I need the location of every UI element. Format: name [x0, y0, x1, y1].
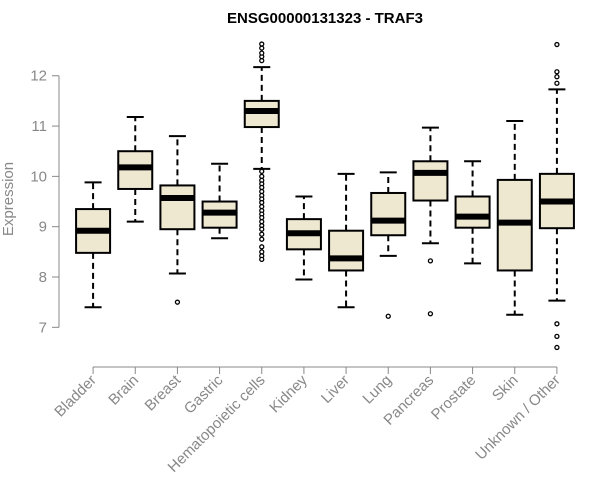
chart-title: ENSG00000131323 - TRAF3 — [227, 10, 423, 27]
outlier-8-0 — [427, 258, 434, 264]
y-tick-label-4: 11 — [31, 118, 47, 135]
outlier-11-3 — [554, 80, 560, 86]
box-9 — [454, 160, 491, 265]
box-6 — [328, 172, 365, 309]
outlier-11-1 — [554, 69, 560, 75]
outlier-11-4 — [554, 321, 560, 327]
outlier-11-2 — [554, 74, 560, 80]
category-label-9: Prostate — [428, 372, 480, 424]
y-axis-label: Expression — [0, 162, 17, 236]
box-4 — [243, 41, 280, 263]
box-rect-8 — [412, 160, 449, 202]
box-rect-6 — [328, 229, 365, 272]
box-7 — [370, 171, 407, 319]
box-rect-4 — [243, 99, 280, 129]
outlier-4-20 — [259, 226, 265, 232]
box-rect-9 — [454, 195, 491, 229]
category-label-5: Kidney — [266, 371, 311, 416]
category-label-2: Breast — [142, 371, 185, 414]
box-rect-7 — [370, 191, 407, 237]
outlier-4-4 — [259, 41, 265, 47]
box-5 — [285, 195, 322, 281]
plot-area — [75, 41, 575, 351]
y-tick-label-3: 10 — [30, 168, 47, 185]
outlier-11-6 — [554, 344, 560, 351]
y-tick-label-0: 7 — [39, 319, 47, 336]
outlier-7-0 — [385, 313, 391, 319]
category-label-7: Lung — [359, 372, 395, 408]
outlier-4-23 — [259, 244, 265, 250]
category-label-6: Liver — [318, 372, 353, 407]
box-10 — [496, 120, 533, 316]
outlier-8-1 — [427, 311, 434, 317]
box-11 — [538, 41, 575, 351]
box-0 — [75, 181, 112, 309]
category-label-10: Skin — [489, 372, 522, 405]
outlier-4-21 — [259, 231, 265, 237]
y-tick-label-5: 12 — [30, 68, 47, 85]
outlier-2-0 — [174, 299, 181, 305]
box-3 — [201, 162, 238, 240]
outlier-4-22 — [259, 236, 265, 242]
box-rect-2 — [159, 184, 196, 231]
box-2 — [159, 135, 196, 305]
y-tick-label-2: 9 — [39, 219, 47, 236]
outlier-4-2 — [259, 50, 265, 56]
outlier-11-5 — [554, 333, 560, 340]
outlier-4-5 — [259, 168, 265, 174]
category-label-1: Brain — [105, 372, 142, 409]
y-axis: 7 8 9 10 11 12 — [30, 68, 60, 336]
box-8 — [412, 126, 449, 317]
box-1 — [117, 115, 154, 223]
outlier-11-0 — [554, 41, 560, 48]
outlier-4-26 — [259, 256, 265, 263]
category-label-0: Bladder — [51, 372, 100, 421]
y-tick-label-1: 8 — [39, 269, 47, 286]
